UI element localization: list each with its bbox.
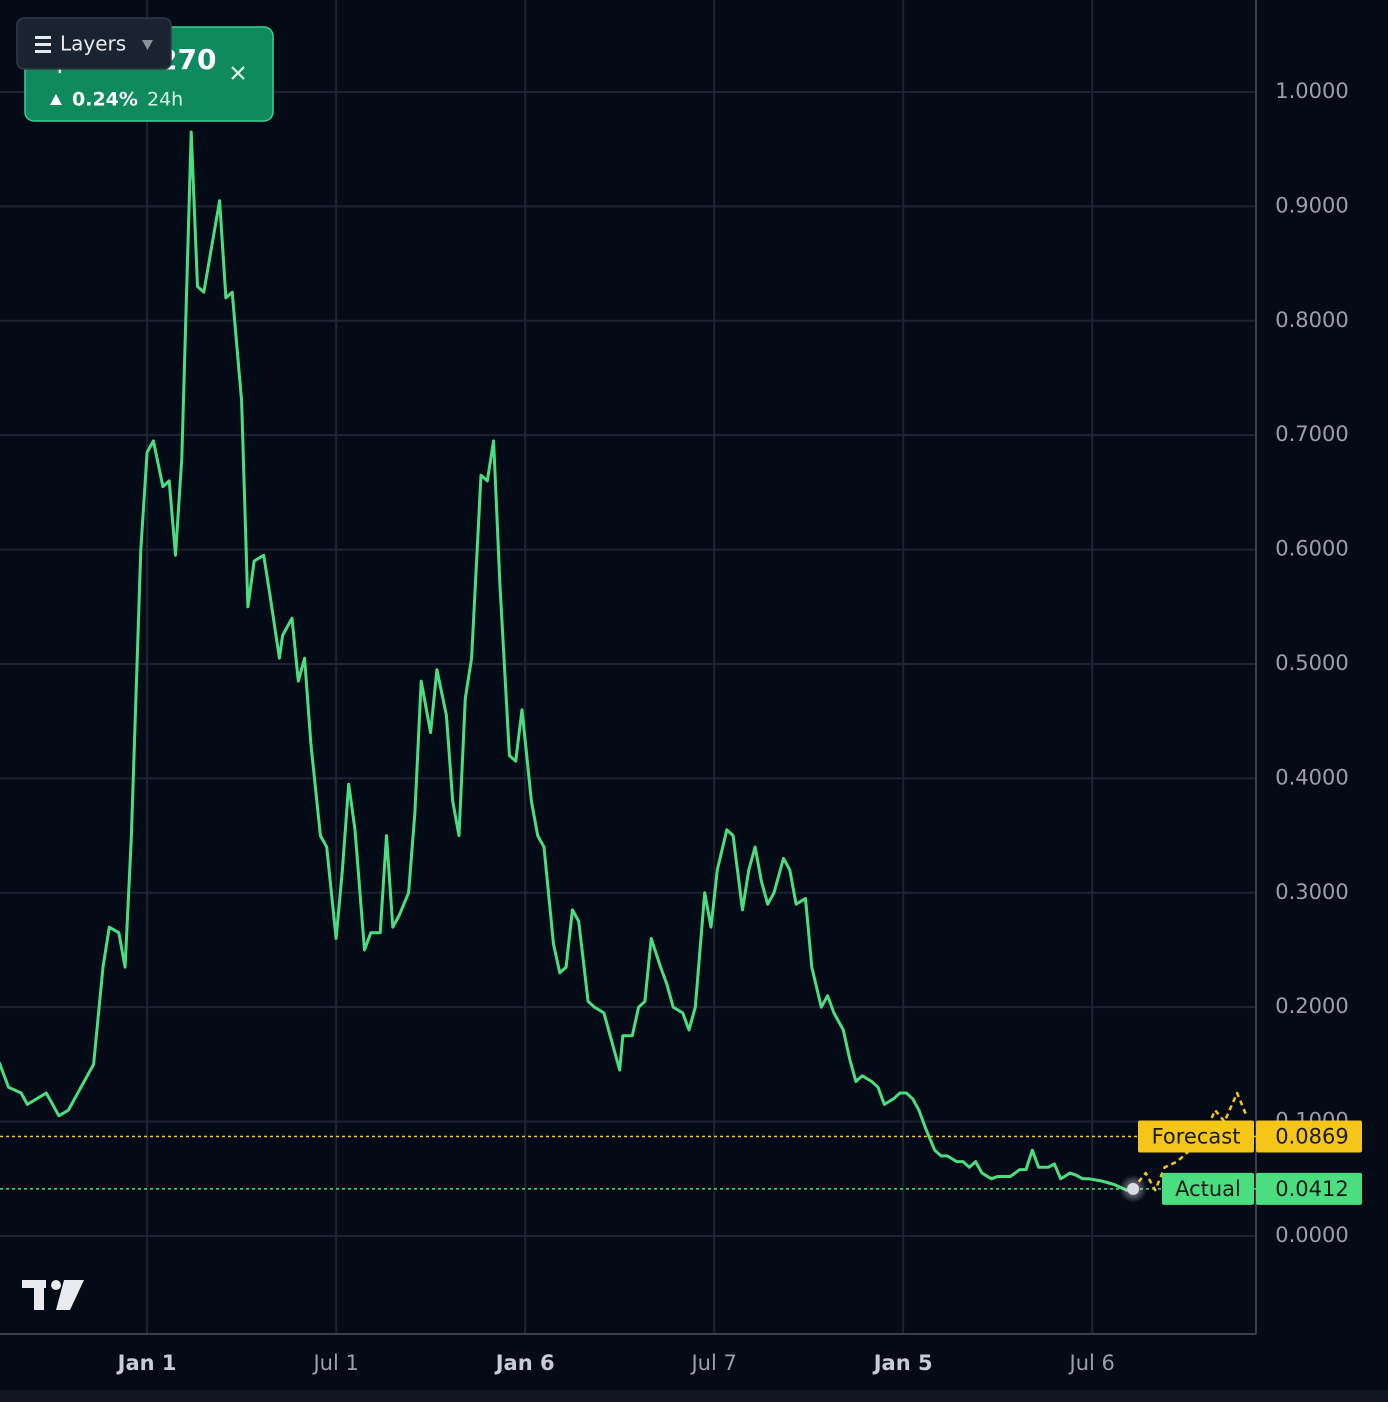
price-name-label: Actual xyxy=(1175,1177,1241,1201)
y-tick-label: 0.9000 xyxy=(1275,193,1348,217)
price-name-box xyxy=(1138,1120,1254,1153)
y-tick-label: 0.5000 xyxy=(1275,651,1348,675)
y-tick-label: 0.8000 xyxy=(1275,308,1348,332)
y-tick-label: 0.3000 xyxy=(1275,880,1348,904)
layers-label: Layers xyxy=(60,32,126,56)
button-background xyxy=(16,17,172,70)
y-tick-label: 1.0000 xyxy=(1275,79,1348,103)
price-value-label: 0.0869 xyxy=(1275,1125,1348,1149)
price-name-box xyxy=(1162,1172,1254,1205)
close-icon[interactable] xyxy=(231,66,245,80)
x-tick-label: Jul 1 xyxy=(311,1351,358,1375)
change: 0.24% xyxy=(72,89,138,111)
layers-button[interactable]: Layers xyxy=(16,17,172,70)
up-arrow-icon xyxy=(50,94,62,105)
y-tick-label: 0.4000 xyxy=(1275,765,1348,789)
tradingview-logo xyxy=(22,1280,84,1310)
x-tick-label: Jan 1 xyxy=(116,1351,177,1375)
menu-icon xyxy=(35,36,51,53)
bottom-strip xyxy=(0,1390,1388,1402)
price-line xyxy=(0,130,1134,1192)
dropdown-icon xyxy=(142,40,153,50)
x-tick-label: Jan 5 xyxy=(872,1351,933,1375)
x-tick-label: Jul 7 xyxy=(689,1351,736,1375)
price-value-box xyxy=(1256,1172,1362,1205)
y-tick-label: 0.6000 xyxy=(1275,537,1348,561)
price-value-box xyxy=(1256,1120,1362,1153)
y-tick-label: 0.0000 xyxy=(1275,1223,1348,1247)
y-tick-label: 0.7000 xyxy=(1275,422,1348,446)
x-tick-label: Jan 6 xyxy=(494,1351,555,1375)
price-value-label: 0.0412 xyxy=(1275,1177,1348,1201)
x-tick-label: Jul 6 xyxy=(1068,1351,1115,1375)
end-point xyxy=(1127,1182,1140,1195)
period: 24h xyxy=(147,89,183,111)
y-tick-label: 0.2000 xyxy=(1275,994,1348,1018)
price-name-label: Forecast xyxy=(1152,1125,1241,1149)
